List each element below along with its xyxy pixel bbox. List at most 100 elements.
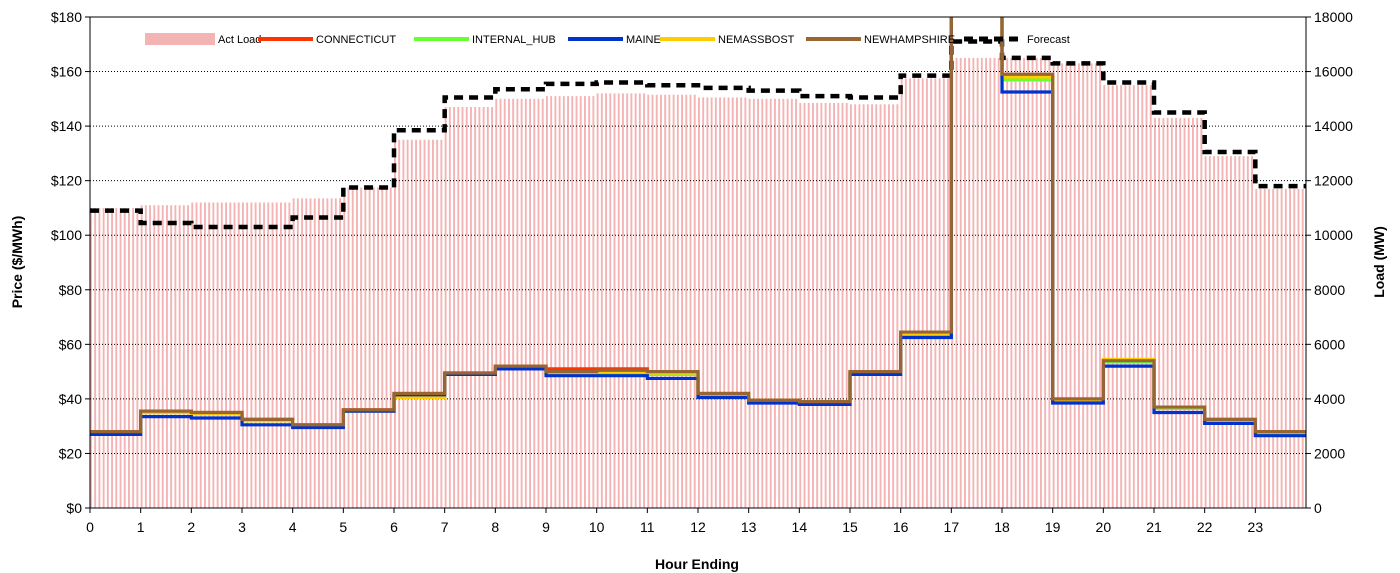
legend-label: NEMASSBOST: [718, 34, 795, 46]
y-axis-right-title: Load (MW): [1371, 226, 1387, 298]
act-load-bar: [415, 139, 418, 508]
act-load-bar: [955, 57, 958, 508]
x-tick-label: 8: [491, 519, 499, 535]
act-load-bar: [824, 102, 827, 508]
x-tick-label: 18: [994, 519, 1010, 535]
act-load-bar: [178, 205, 181, 508]
act-load-bar: [812, 102, 814, 508]
act-load-bar: [1170, 117, 1173, 508]
act-load-bar: [280, 202, 282, 508]
act-load-bar: [833, 102, 836, 508]
act-load-bar: [841, 102, 844, 508]
legend-label: Forecast: [1027, 34, 1070, 46]
act-load-bar: [795, 98, 798, 508]
act-load-bar: [845, 102, 848, 508]
act-load-bar: [554, 96, 557, 508]
act-load-bar: [1116, 85, 1118, 508]
act-load-bar: [719, 97, 722, 508]
act-load-bar: [736, 97, 738, 508]
act-load-bar: [588, 96, 591, 508]
act-load-bar: [1217, 156, 1220, 508]
act-load-bar: [267, 202, 270, 508]
act-load-bar: [837, 102, 840, 508]
y-left-tick-label: $160: [51, 64, 82, 80]
act-load-bar: [1208, 156, 1211, 508]
act-load-bar: [385, 187, 388, 508]
price-series-lines: [90, 17, 1306, 438]
act-load-bar: [693, 94, 696, 508]
act-load-bar: [879, 104, 882, 508]
legend-label: INTERNAL_HUB: [472, 34, 556, 46]
act-load-bar: [208, 202, 211, 508]
x-tick-label: 17: [944, 519, 960, 535]
y-right-tick-label: 14000: [1314, 118, 1353, 134]
act-load-bar: [461, 107, 464, 508]
x-tick-label: 2: [187, 519, 195, 535]
act-load-bar: [1263, 188, 1266, 508]
act-load-bar: [1225, 156, 1228, 508]
act-load-bar: [90, 207, 92, 508]
legend-item-forecast: Forecast: [964, 34, 1070, 46]
act-load-bar: [1099, 63, 1102, 508]
x-tick-label: 6: [390, 519, 398, 535]
act-load-bar: [1246, 156, 1249, 508]
x-tick-label: 3: [238, 519, 246, 535]
x-tick-label: 15: [842, 519, 858, 535]
x-tick-label: 19: [1045, 519, 1061, 535]
act-load-bar: [596, 93, 599, 508]
act-load-bar: [761, 98, 764, 508]
act-load-bar: [702, 97, 705, 508]
act-load-bar: [964, 57, 966, 508]
act-load-bar: [989, 57, 992, 508]
act-load-bar: [465, 107, 468, 508]
act-load-bar: [748, 98, 751, 508]
act-load-bar: [1204, 156, 1207, 508]
act-load-bar: [676, 94, 679, 508]
act-load-bar: [394, 139, 396, 508]
act-load-bar: [495, 98, 498, 508]
tick-labels: $0 $20 $40 $60 $80 $100 $120 $140 $160 $180 0 2000 4…: [51, 9, 1353, 535]
act-load-bar: [1230, 156, 1232, 508]
act-load-bar: [537, 98, 540, 508]
act-load-bar: [377, 187, 380, 508]
act-load-bar: [917, 78, 920, 508]
act-load-bar: [128, 207, 130, 508]
act-load-bar: [664, 94, 667, 508]
x-tick-label: 22: [1197, 519, 1213, 535]
act-load-bar: [1124, 85, 1127, 508]
act-load-bar: [786, 98, 789, 508]
act-load-bar: [571, 96, 574, 508]
x-tick-label: 0: [86, 519, 94, 535]
act-load-bar: [1149, 85, 1152, 508]
y-right-tick-label: 12000: [1314, 173, 1353, 189]
act-load-bar: [875, 104, 878, 508]
act-load-bar: [723, 97, 726, 508]
act-load-bar: [1128, 85, 1131, 508]
act-load-bar: [474, 107, 477, 508]
act-load-bar: [351, 187, 354, 508]
act-load-bar: [313, 198, 316, 508]
x-tick-label: 7: [441, 519, 449, 535]
act-load-bar: [997, 57, 1000, 508]
act-load-bar: [305, 198, 308, 508]
act-load-bar: [140, 205, 143, 508]
act-load-bar: [1023, 57, 1026, 508]
act-load-bar: [187, 205, 190, 508]
act-load-bar: [930, 78, 933, 508]
act-load-bar: [1145, 85, 1148, 508]
act-load-bar: [584, 96, 586, 508]
act-load-bar: [1111, 85, 1114, 508]
act-load-bar: [318, 198, 320, 508]
act-load-bar: [562, 96, 565, 508]
act-load-bar: [647, 94, 650, 508]
act-load-bar: [1107, 85, 1110, 508]
axes: [85, 16, 1311, 513]
act-load-bar: [558, 96, 561, 508]
act-load-bar: [904, 78, 907, 508]
x-tick-label: 9: [542, 519, 550, 535]
act-load-bar: [1221, 156, 1224, 508]
act-load-bar: [309, 198, 312, 508]
act-load-bar: [271, 202, 274, 508]
act-load-bar: [529, 98, 532, 508]
act-load-bar: [233, 202, 236, 508]
